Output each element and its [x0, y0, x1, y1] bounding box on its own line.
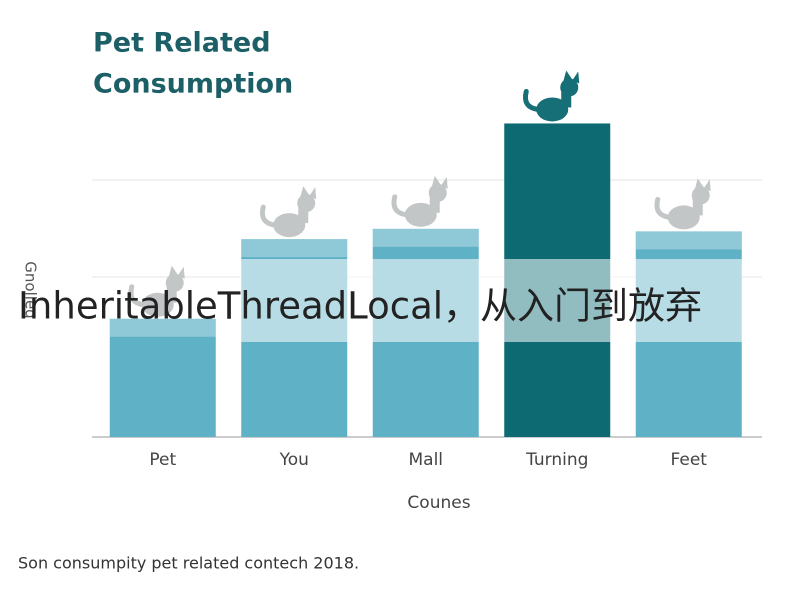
icon-neck: [561, 89, 572, 108]
pet-icon: [260, 186, 317, 238]
icon-neck: [298, 205, 309, 224]
y-axis-label: Gnolleg: [22, 261, 40, 318]
icon-tail: [654, 196, 673, 220]
icon-ear: [300, 186, 317, 200]
bar-cap: [635, 231, 742, 250]
chart-title: Pet Related: [93, 28, 271, 59]
chart-title: Consumption: [93, 69, 293, 100]
x-tick-label: Mall: [408, 450, 443, 470]
icon-ear: [431, 175, 448, 189]
x-tick-label: Turning: [525, 450, 588, 470]
x-tick-label: Feet: [671, 450, 708, 470]
icon-tail: [260, 204, 278, 228]
bar-cap: [241, 239, 348, 258]
icon-neck: [166, 284, 177, 303]
icon-tail: [523, 88, 541, 112]
icon-body: [404, 202, 437, 227]
icon-body: [536, 97, 569, 122]
pet-icon: [523, 70, 580, 122]
icon-body: [667, 205, 700, 230]
bar-cap: [109, 318, 216, 337]
bar: [109, 318, 216, 437]
icon-neck: [429, 194, 440, 213]
caption: Son consumpity pet related contech 2018.: [18, 554, 359, 573]
x-tick-label: Pet: [149, 450, 176, 470]
icon-body: [141, 292, 174, 317]
icon-tail: [128, 284, 147, 308]
pet-icon: [391, 175, 448, 227]
pet-icon: [128, 265, 185, 317]
pet-icon: [654, 178, 711, 230]
icon-tail: [391, 194, 410, 218]
icon-ear: [563, 70, 580, 84]
watermark-text: InheritableThreadLocal，从入门到放弃: [18, 285, 702, 328]
icon-ear: [168, 265, 185, 279]
x-axis-label: Counes: [407, 493, 470, 513]
watermark-band: [240, 259, 742, 342]
icon-neck: [692, 197, 703, 216]
x-tick-label: You: [279, 450, 309, 470]
icon-ear: [694, 178, 711, 192]
bar-cap: [372, 228, 479, 247]
icon-body: [273, 213, 306, 238]
